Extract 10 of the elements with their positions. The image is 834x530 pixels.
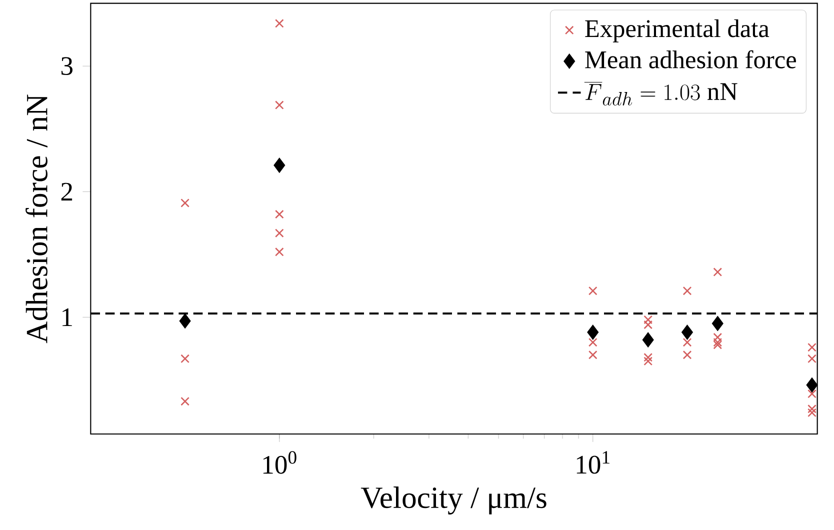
x-tick-label: 10$^{0}$ [263,451,296,474]
legend-label: Mean adhesion force [585,50,796,68]
legend-label: $\overline{F}_{adh} = 1.03~\mathrm{nN}$ [584,82,738,106]
y-axis-title: Adhesion force / nN [26,94,48,344]
y-tick-label: 3 [61,57,72,76]
y-tick-label: 2 [61,182,72,200]
x-tick-label: 10$^{1}$ [576,451,610,474]
y-tick-label: 1 [62,308,72,326]
legend-label: Experimental data [585,19,770,42]
x-axis-title: Velocity / μm/s [360,486,546,514]
